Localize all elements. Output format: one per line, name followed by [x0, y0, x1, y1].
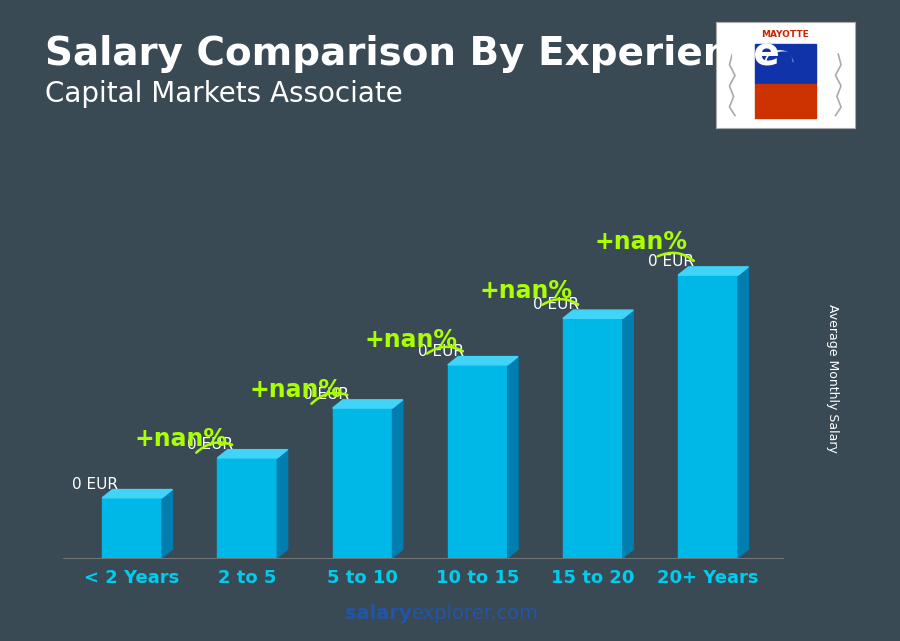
- Text: 0 EUR: 0 EUR: [187, 437, 233, 452]
- Polygon shape: [333, 400, 403, 408]
- Text: explorer.com: explorer.com: [412, 604, 539, 623]
- Text: 0 EUR: 0 EUR: [418, 344, 464, 359]
- Polygon shape: [623, 310, 634, 558]
- FancyArrowPatch shape: [543, 299, 578, 305]
- FancyArrowPatch shape: [427, 347, 463, 354]
- FancyArrowPatch shape: [658, 253, 694, 261]
- Text: Capital Markets Associate: Capital Markets Associate: [45, 80, 403, 108]
- Polygon shape: [679, 267, 749, 275]
- Text: Average Monthly Salary: Average Monthly Salary: [826, 304, 839, 453]
- Text: 0 EUR: 0 EUR: [648, 254, 694, 269]
- Polygon shape: [218, 449, 288, 458]
- Polygon shape: [738, 267, 749, 558]
- Polygon shape: [103, 490, 173, 498]
- Polygon shape: [162, 490, 173, 558]
- Text: 0 EUR: 0 EUR: [302, 387, 348, 402]
- Text: +nan%: +nan%: [364, 328, 457, 352]
- Bar: [679, 275, 738, 558]
- Bar: [754, 44, 816, 84]
- Text: +nan%: +nan%: [249, 378, 342, 403]
- Text: 0 EUR: 0 EUR: [533, 297, 579, 312]
- FancyArrowPatch shape: [311, 393, 347, 404]
- Polygon shape: [563, 310, 634, 319]
- Text: MAYOTTE: MAYOTTE: [761, 30, 809, 39]
- Text: +nan%: +nan%: [480, 279, 572, 303]
- Polygon shape: [448, 356, 518, 365]
- Polygon shape: [392, 400, 403, 558]
- Bar: [103, 498, 162, 558]
- Text: +nan%: +nan%: [134, 428, 227, 451]
- Bar: [754, 84, 816, 117]
- Bar: [333, 408, 392, 558]
- Polygon shape: [508, 356, 518, 558]
- Polygon shape: [277, 449, 288, 558]
- Text: 0 EUR: 0 EUR: [72, 477, 118, 492]
- Bar: [563, 319, 623, 558]
- Text: Salary Comparison By Experience: Salary Comparison By Experience: [45, 35, 779, 73]
- FancyArrowPatch shape: [196, 442, 232, 453]
- Text: +nan%: +nan%: [595, 230, 688, 254]
- Text: salary: salary: [346, 604, 412, 623]
- Bar: [448, 365, 508, 558]
- Bar: [218, 458, 277, 558]
